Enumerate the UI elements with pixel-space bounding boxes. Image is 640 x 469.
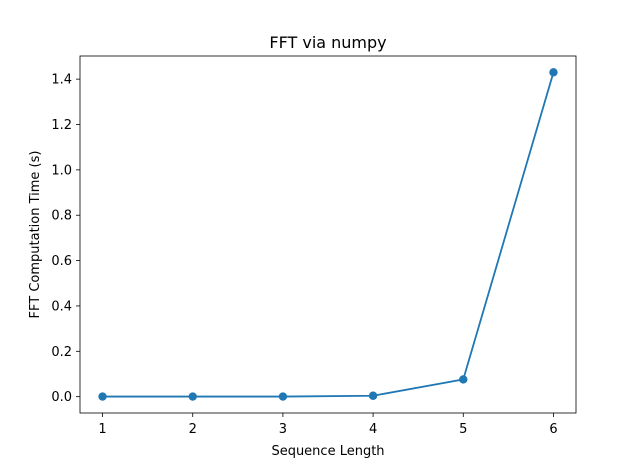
y-tick-label: 0.8 [51, 209, 72, 224]
chart-title: FFT via numpy [269, 33, 386, 52]
y-tick-label: 1.0 [51, 163, 72, 178]
y-axis-label: FFT Computation Time (s) [28, 151, 43, 319]
x-tick-label: 2 [189, 422, 197, 437]
data-point [368, 391, 378, 400]
x-tick-label: 1 [98, 422, 106, 437]
x-tick-label: 5 [459, 422, 467, 437]
x-axis-label: Sequence Length [271, 444, 384, 459]
y-tick-label: 0.2 [51, 345, 72, 360]
plot-area [80, 56, 576, 413]
data-point [278, 392, 288, 401]
y-tick-label: 0.0 [51, 390, 72, 405]
y-tick-label: 0.4 [51, 299, 72, 314]
series-line [102, 72, 555, 398]
data-point [459, 375, 468, 384]
data-point [98, 392, 107, 401]
y-tick-label: 0.6 [51, 254, 72, 269]
y-tick-label: 1.4 [51, 73, 72, 88]
x-tick-label: 4 [369, 422, 377, 437]
x-tick-label: 3 [279, 422, 287, 437]
data-point [549, 68, 558, 77]
plot-frame [79, 55, 577, 414]
y-tick-label: 1.2 [51, 118, 72, 133]
data-point [188, 392, 197, 401]
x-tick-label: 6 [549, 422, 557, 437]
